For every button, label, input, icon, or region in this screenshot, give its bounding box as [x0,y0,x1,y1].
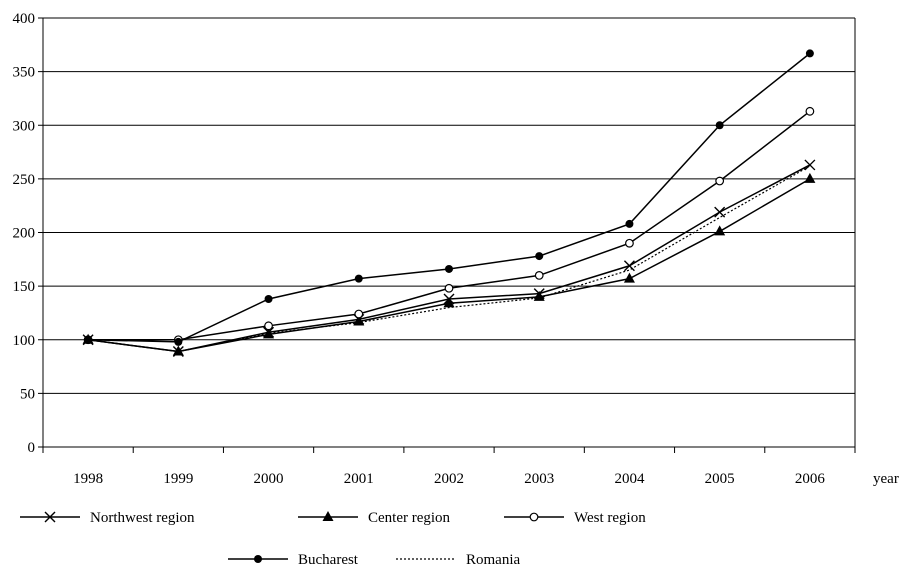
legend-item-center-region: Center region [298,510,451,526]
center-region-point [353,315,365,326]
west-region-point [625,238,634,248]
center-region-point [623,272,635,283]
series-markers [82,49,816,358]
center-region-point [533,290,545,301]
y-tick-label: 250 [13,172,36,188]
y-tick-label: 300 [13,118,36,134]
x-axis-title: year [873,471,899,487]
romania-line [88,165,811,353]
x-axis-ticks: 1998 1999 2000 2001 2002 2003 2004 2005 2006 [42,447,856,487]
bucharest-point [264,294,273,303]
y-axis-ticks: 0 50 100 150 200 250 300 350 400 [13,11,43,456]
west-region-point [444,283,454,293]
legend-item-northwest-region: Northwest region [20,510,195,526]
bucharest-point [535,252,544,261]
northwest-region-point [804,159,816,171]
x-tick-label: 2000 [254,471,284,487]
bucharest-point [715,121,724,130]
west-region-point [264,321,273,331]
legend-item-west-region: West region [504,510,646,526]
center-region-point [804,172,816,183]
legend-item-bucharest: Bucharest [228,552,359,568]
center-region-point [172,345,184,356]
y-tick-label: 0 [28,440,36,456]
legend-label: Romania [466,552,520,568]
legend-marker [322,511,334,521]
legend-marker [254,555,262,563]
legend-marker [44,511,56,523]
y-tick-label: 50 [20,386,35,402]
legend-label: Northwest region [90,510,195,526]
legend-label: Bucharest [298,552,359,568]
bucharest-point [84,335,93,344]
northwest-region-point [714,206,726,218]
y-tick-label: 200 [13,226,36,242]
y-tick-label: 100 [13,333,36,349]
bucharest-point [354,274,363,283]
legend-item-romania: Romania [396,552,520,568]
x-tick-label: 2001 [344,471,374,487]
center-region-point [443,297,455,308]
legend: Northwest region Center region West region… [20,510,646,568]
legend-label: Center region [368,510,451,526]
y-tick-label: 400 [13,11,36,27]
y-tick-label: 150 [13,279,36,295]
west-region-point [354,309,364,319]
west-region-point [534,271,544,280]
legend-marker [529,512,539,522]
x-tick-label: 2002 [434,471,464,487]
x-tick-label: 2003 [524,471,554,487]
x-tick-label: 2005 [705,471,735,487]
legend-label: West region [574,510,646,526]
axes [42,17,856,452]
x-tick-label: 1999 [163,471,193,487]
center-region-point [263,328,275,339]
center-region-point [714,225,726,236]
west-region-point [805,106,815,116]
bucharest-point [174,337,183,346]
y-tick-label: 350 [13,65,36,81]
bucharest-point [625,219,634,228]
x-tick-label: 1998 [73,471,103,487]
x-tick-label: 2004 [614,471,645,487]
x-tick-label: 2006 [795,471,826,487]
west-region-point [715,176,725,186]
bucharest-point [445,264,453,273]
bucharest-point [805,49,814,58]
northwest-region-point [623,260,635,272]
